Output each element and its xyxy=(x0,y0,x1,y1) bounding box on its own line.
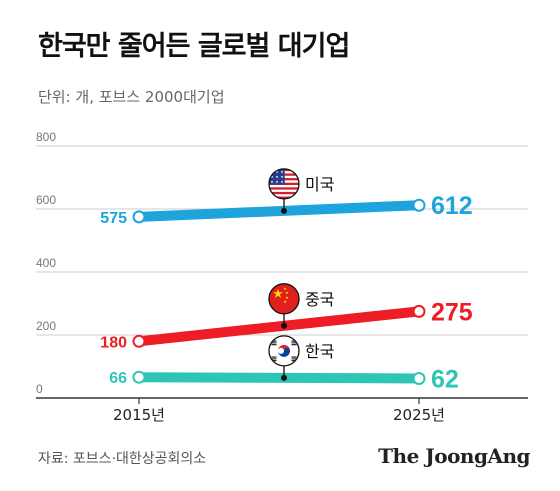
us-flag-icon xyxy=(268,168,300,200)
series-label: 중국 xyxy=(305,290,334,309)
korea-flag-icon xyxy=(268,335,300,367)
series-line-2 xyxy=(134,306,424,347)
y-tick-label: 400 xyxy=(36,256,56,270)
flag-anchor-dot xyxy=(281,322,287,329)
series-line-1 xyxy=(134,200,424,222)
china-flag-icon xyxy=(268,283,300,315)
data-point xyxy=(132,334,146,348)
data-point xyxy=(412,198,426,212)
flag-anchor-dot xyxy=(281,207,287,214)
data-label: 66 xyxy=(109,370,127,387)
y-tick-label: 0 xyxy=(36,382,43,396)
data-point xyxy=(412,371,426,385)
data-label: 180 xyxy=(100,334,127,351)
y-tick-label: 600 xyxy=(36,193,56,207)
y-tick-label: 200 xyxy=(36,319,56,333)
data-label: 275 xyxy=(431,298,473,326)
y-tick-label: 800 xyxy=(36,130,56,144)
chart-title: 한국만 줄어든 글로벌 대기업 xyxy=(38,31,350,62)
x-tick-label: 2015년 xyxy=(113,406,165,424)
series-label: 미국 xyxy=(305,175,334,194)
line-chart: 0 200 400 600 800 2015년 2025년 575 612 미국 180 275 중국 6… xyxy=(36,130,528,424)
series-line-3 xyxy=(134,372,424,384)
publisher-logo: The JoongAng xyxy=(378,444,530,468)
data-label: 62 xyxy=(431,365,459,393)
chart-subtitle: 단위: 개, 포브스 2000대기업 xyxy=(38,88,225,106)
data-label: 575 xyxy=(100,210,127,227)
flag-anchor-dot xyxy=(281,374,287,381)
data-label: 612 xyxy=(431,192,473,220)
data-point xyxy=(132,210,146,224)
data-point xyxy=(412,304,426,318)
source-note: 자료: 포브스·대한상공회의소 xyxy=(38,451,207,467)
series-label: 한국 xyxy=(305,342,334,361)
x-tick-label: 2025년 xyxy=(393,406,445,424)
data-point xyxy=(132,370,146,384)
